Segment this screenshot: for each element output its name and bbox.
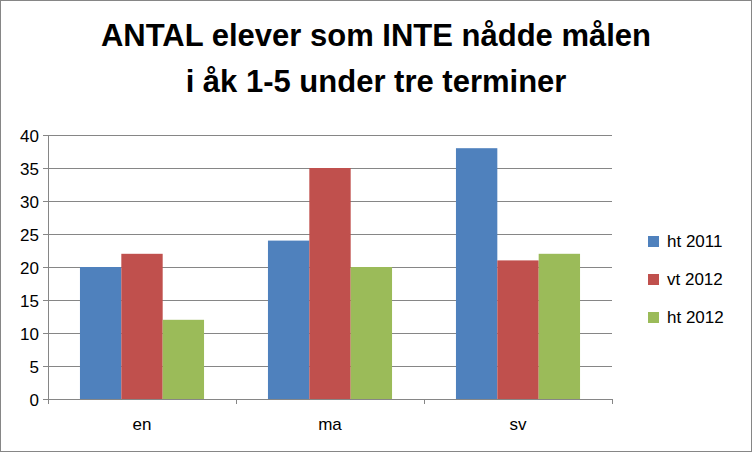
bar	[456, 148, 497, 399]
y-tick	[43, 300, 48, 301]
title: ANTAL elever som INTE nådde målen i åk 1-…	[101, 18, 651, 99]
x-tick-label: sv	[510, 415, 528, 434]
bar	[268, 241, 309, 399]
y-tick-label: 20	[20, 259, 39, 278]
y-tick-label: 15	[20, 292, 39, 311]
legend-label: vt 2012	[667, 270, 723, 289]
x-tick	[612, 399, 613, 404]
legend-swatch	[648, 236, 659, 247]
y-tick-label: 35	[20, 160, 39, 179]
chart: ANTAL elever som INTE nådde målen i åk 1-…	[0, 0, 752, 452]
y-tick-label: 40	[20, 127, 39, 146]
x-axis	[48, 399, 612, 400]
title-line: ANTAL elever som INTE nådde målen	[101, 18, 651, 53]
y-tick-label: 0	[30, 391, 39, 410]
y-tick	[43, 366, 48, 367]
bar	[351, 267, 392, 399]
title-line: i åk 1-5 under tre terminer	[186, 64, 567, 99]
chart-frame	[1, 1, 752, 452]
x-tick	[48, 399, 49, 404]
legend-swatch	[648, 274, 659, 285]
y-tick	[43, 135, 48, 136]
y-tick	[43, 333, 48, 334]
y-tick	[43, 399, 48, 400]
y-tick	[43, 234, 48, 235]
legend-label: ht 2012	[667, 308, 724, 327]
grid-line	[48, 135, 612, 136]
bar	[497, 260, 538, 399]
y-tick-label: 25	[20, 226, 39, 245]
legend-swatch	[648, 312, 659, 323]
y-tick	[43, 201, 48, 202]
y-tick-label: 30	[20, 193, 39, 212]
legend-label: ht 2011	[667, 232, 722, 251]
x-tick-label: ma	[318, 415, 342, 434]
y-axis	[48, 135, 49, 399]
y-tick	[43, 267, 48, 268]
x-tick-label: en	[133, 415, 152, 434]
bars	[80, 148, 580, 399]
grid-line	[48, 399, 612, 400]
y-tick	[43, 168, 48, 169]
bar	[121, 254, 162, 399]
bar	[539, 254, 580, 399]
bar	[80, 267, 121, 399]
x-tick	[236, 399, 237, 404]
bar	[163, 320, 204, 399]
y-tick-label: 5	[30, 358, 39, 377]
bar	[309, 168, 350, 399]
x-tick	[424, 399, 425, 404]
y-tick-label: 10	[20, 325, 39, 344]
